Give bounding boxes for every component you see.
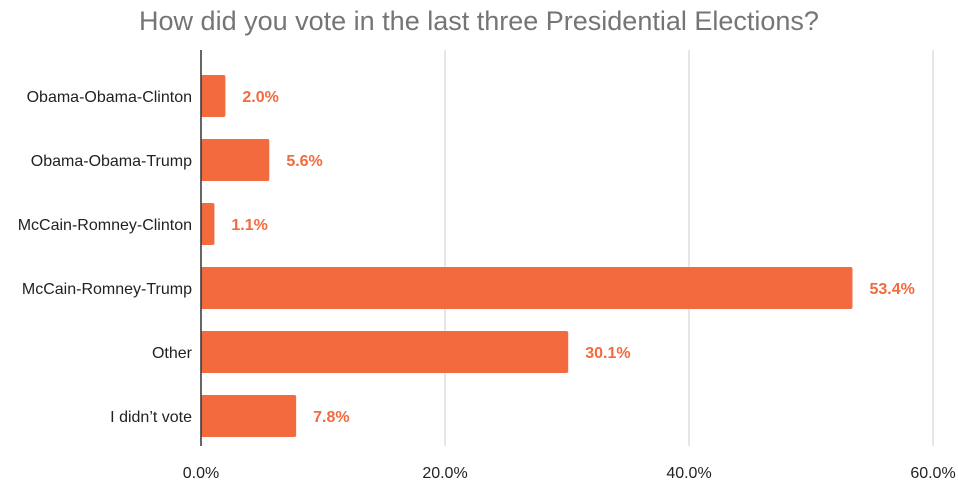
category-label: McCain-Romney-Clinton (18, 217, 192, 234)
bar (201, 331, 569, 373)
data-label: 30.1% (585, 345, 630, 362)
category-label: Obama-Obama-Clinton (27, 89, 192, 106)
x-tick-label: 60.0% (910, 465, 955, 482)
data-label: 5.6% (286, 153, 322, 170)
bar (201, 75, 226, 117)
data-label: 7.8% (313, 409, 349, 426)
bar (201, 395, 297, 437)
category-label: McCain-Romney-Trump (22, 281, 192, 298)
x-tick-label: 40.0% (666, 465, 711, 482)
data-label: 53.4% (869, 281, 914, 298)
category-label: Obama-Obama-Trump (31, 153, 192, 170)
x-tick-label: 20.0% (422, 465, 467, 482)
data-label: 2.0% (242, 89, 278, 106)
data-label: 1.1% (231, 217, 267, 234)
bar (201, 267, 853, 309)
chart-title: How did you vote in the last three Presi… (139, 6, 819, 36)
x-tick-label: 0.0% (183, 465, 219, 482)
gridlines (444, 50, 934, 446)
category-label: Other (152, 345, 193, 362)
bar (201, 139, 270, 181)
labels: 0.0% 20.0% 40.0% 60.0% Obama-Obama-Clinton 2.… (18, 89, 956, 482)
bars (201, 75, 853, 437)
bar (201, 203, 215, 245)
category-label: I didn’t vote (110, 409, 192, 426)
